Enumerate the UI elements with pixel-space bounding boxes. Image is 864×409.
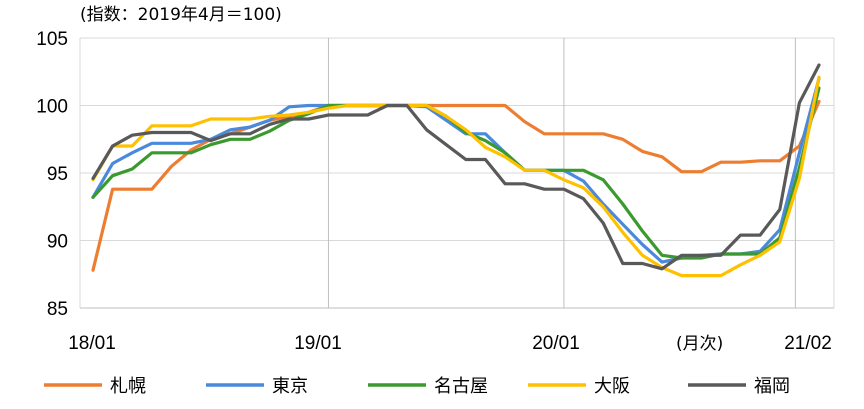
grid xyxy=(79,37,835,309)
legend: 札幌 東京 名古屋 大阪 福岡 xyxy=(44,376,790,397)
y-tick-label: 90 xyxy=(47,232,68,253)
legend-label: 名古屋 xyxy=(434,376,488,397)
x-unit-note: (月次) xyxy=(676,334,723,354)
x-tick-label: 20/01 xyxy=(532,333,580,354)
y-tick-label: 85 xyxy=(47,299,68,320)
legend-label: 大阪 xyxy=(594,376,630,397)
series-lines xyxy=(91,63,821,278)
series-line-3 xyxy=(91,75,821,278)
series-line-4 xyxy=(91,63,821,271)
x-tick-label: 19/01 xyxy=(294,333,342,354)
x-tick-label: 21/02 xyxy=(784,333,832,354)
legend-label: 福岡 xyxy=(754,376,790,397)
legend-label: 東京 xyxy=(272,376,308,397)
unit-note: (指数：2019年4月＝100) xyxy=(80,5,282,25)
legend-label: 札幌 xyxy=(110,376,146,397)
x-tick-label: 18/01 xyxy=(68,333,116,354)
y-tick-label: 105 xyxy=(36,29,68,50)
y-tick-label: 100 xyxy=(36,97,68,118)
x-axis-ticks: 18/01 19/01 20/01 21/02 xyxy=(68,333,832,354)
y-axis-ticks: 85 90 95 100 105 xyxy=(36,29,68,320)
y-tick-label: 95 xyxy=(47,164,68,185)
